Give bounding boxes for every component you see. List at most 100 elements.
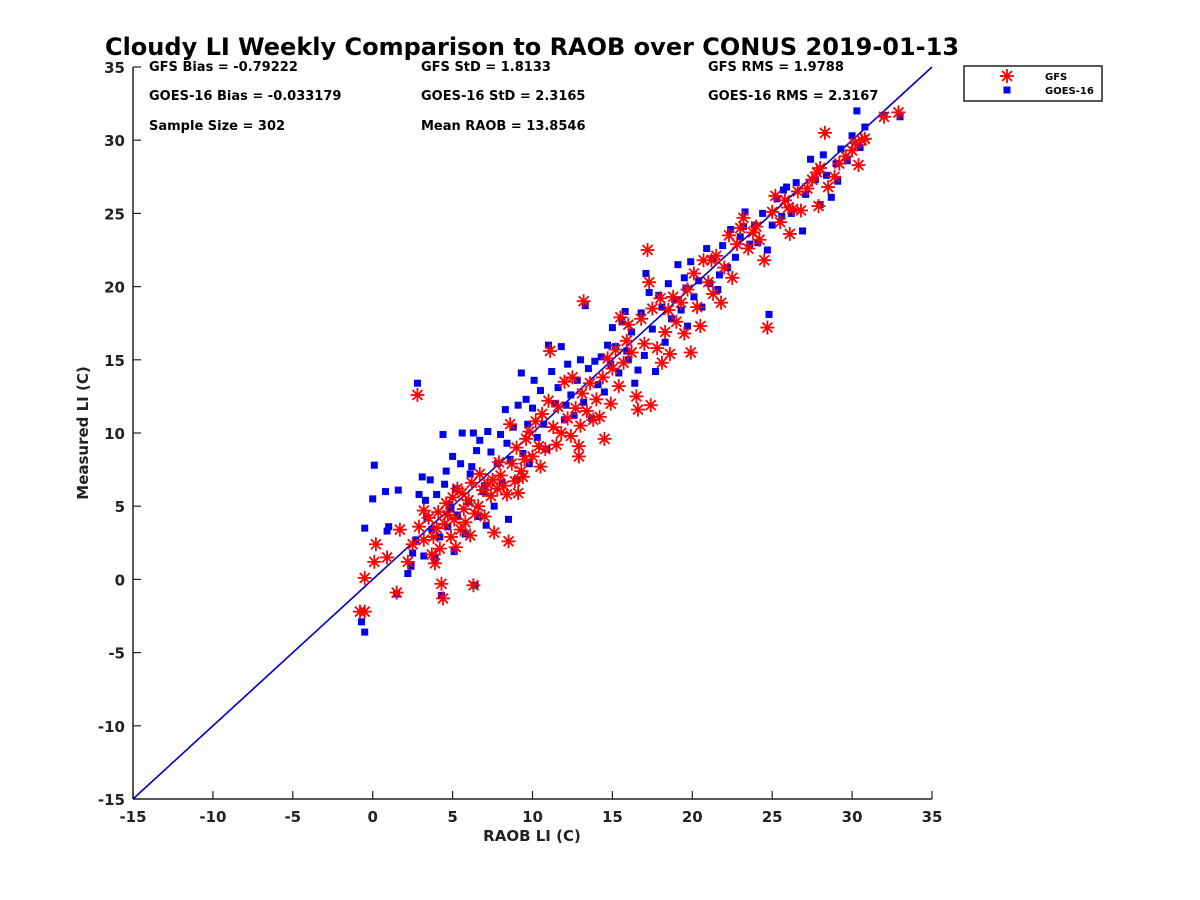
- goes16-point: [361, 524, 369, 532]
- gfs-point: [661, 303, 676, 318]
- chart-title: Cloudy LI Weekly Comparison to RAOB over…: [105, 33, 959, 61]
- goes16-point: [441, 480, 449, 488]
- gfs-point: [464, 475, 479, 490]
- gfs-point: [466, 578, 481, 593]
- stat-gfs-rms: GFS RMS = 1.9788: [708, 60, 844, 75]
- gfs-point: [624, 345, 639, 360]
- goes16-point: [468, 463, 476, 471]
- goes16-point: [428, 526, 436, 534]
- legend-gfs-asterisk: [1000, 69, 1014, 83]
- gfs-point: [455, 486, 470, 501]
- legend: GFS GOES-16: [963, 65, 1103, 102]
- goes16-point: [437, 592, 445, 600]
- gfs-point: [637, 336, 652, 351]
- goes16-point: [361, 628, 369, 636]
- gfs-point: [813, 161, 828, 176]
- legend-goes-square: [1003, 86, 1011, 94]
- gfs-point: [501, 534, 516, 549]
- goes16-point: [580, 398, 588, 406]
- goes16-point: [837, 145, 845, 153]
- gfs-point: [560, 411, 575, 426]
- goes16-point: [562, 401, 570, 409]
- gfs-point: [683, 345, 698, 360]
- gfs-point: [421, 510, 436, 525]
- goes16-point: [607, 360, 615, 368]
- goes16-point: [409, 549, 417, 557]
- goes16-point: [608, 324, 616, 332]
- goes16-point: [848, 132, 856, 140]
- goes16-point: [394, 486, 402, 494]
- gfs-point: [790, 184, 805, 199]
- stat-goes-bias: GOES-16 Bias = -0.033179: [149, 89, 341, 104]
- gfs-point: [579, 404, 594, 419]
- stat-gfs-bias: GFS Bias = -0.79222: [149, 60, 298, 75]
- x-axis-label: RAOB LI (C): [483, 827, 581, 845]
- gfs-point: [563, 428, 578, 443]
- gfs-point: [511, 486, 526, 501]
- goes16-point: [631, 379, 639, 387]
- goes16-point: [476, 436, 484, 444]
- goes16-point: [715, 271, 723, 279]
- gfs-point: [458, 515, 473, 530]
- goes16-point: [853, 107, 861, 115]
- y-tick-label: -15: [98, 791, 125, 809]
- goes16-point: [567, 391, 575, 399]
- goes16-point: [759, 209, 767, 217]
- gfs-point: [428, 556, 443, 571]
- goes16-point: [484, 428, 492, 436]
- gfs-point: [568, 401, 583, 416]
- goes16-point: [736, 233, 744, 241]
- gfs-point: [499, 487, 514, 502]
- goes16-point: [457, 460, 465, 468]
- goes16-point: [621, 307, 629, 315]
- gfs-point: [848, 136, 863, 151]
- x-tick-label: -15: [119, 808, 146, 826]
- gfs-point: [392, 522, 407, 537]
- goes16-point: [687, 258, 695, 266]
- gfs-point: [551, 399, 566, 414]
- goes16-point: [369, 495, 377, 503]
- goes16-point: [658, 303, 666, 311]
- gfs-point: [781, 200, 796, 215]
- goes16-point: [383, 527, 391, 535]
- goes16-point: [787, 209, 795, 217]
- goes16-point: [573, 376, 581, 384]
- gfs-point: [741, 241, 756, 256]
- goes16-point: [677, 306, 685, 314]
- gfs-point: [643, 398, 658, 413]
- goes16-point: [661, 338, 669, 346]
- gfs-point: [541, 393, 556, 408]
- goes16-point: [517, 369, 525, 377]
- gfs-point: [717, 260, 732, 275]
- goes16-point: [896, 113, 904, 121]
- gfs-point: [634, 311, 649, 326]
- goes16-point: [385, 523, 393, 531]
- gfs-point: [463, 528, 478, 543]
- goes16-point: [671, 296, 679, 304]
- gfs-point: [543, 344, 558, 359]
- goes16-point: [415, 490, 423, 498]
- gfs-point: [605, 361, 620, 376]
- goes16-point: [763, 246, 771, 254]
- gfs-point: [416, 532, 431, 547]
- goes16-point: [674, 261, 682, 269]
- goes16-point: [823, 171, 831, 179]
- goes16-point: [426, 476, 434, 484]
- x-tick-label: 5: [447, 808, 457, 826]
- gfs-point: [565, 370, 580, 385]
- gfs-point: [653, 291, 668, 306]
- gfs-point: [760, 320, 775, 335]
- goes16-point: [529, 404, 536, 412]
- gfs-point: [733, 221, 748, 236]
- goes16-point: [741, 208, 749, 216]
- gfs-point: [444, 529, 459, 544]
- goes16-point: [560, 416, 568, 424]
- gfs-point: [487, 525, 502, 540]
- goes16-point: [506, 455, 514, 463]
- gfs-point: [575, 386, 590, 401]
- gfs-point: [640, 243, 655, 257]
- goes16-point: [680, 274, 688, 282]
- gfs-point: [453, 522, 468, 537]
- legend-goes-label: GOES-16: [1045, 86, 1094, 97]
- gfs-point: [445, 490, 460, 505]
